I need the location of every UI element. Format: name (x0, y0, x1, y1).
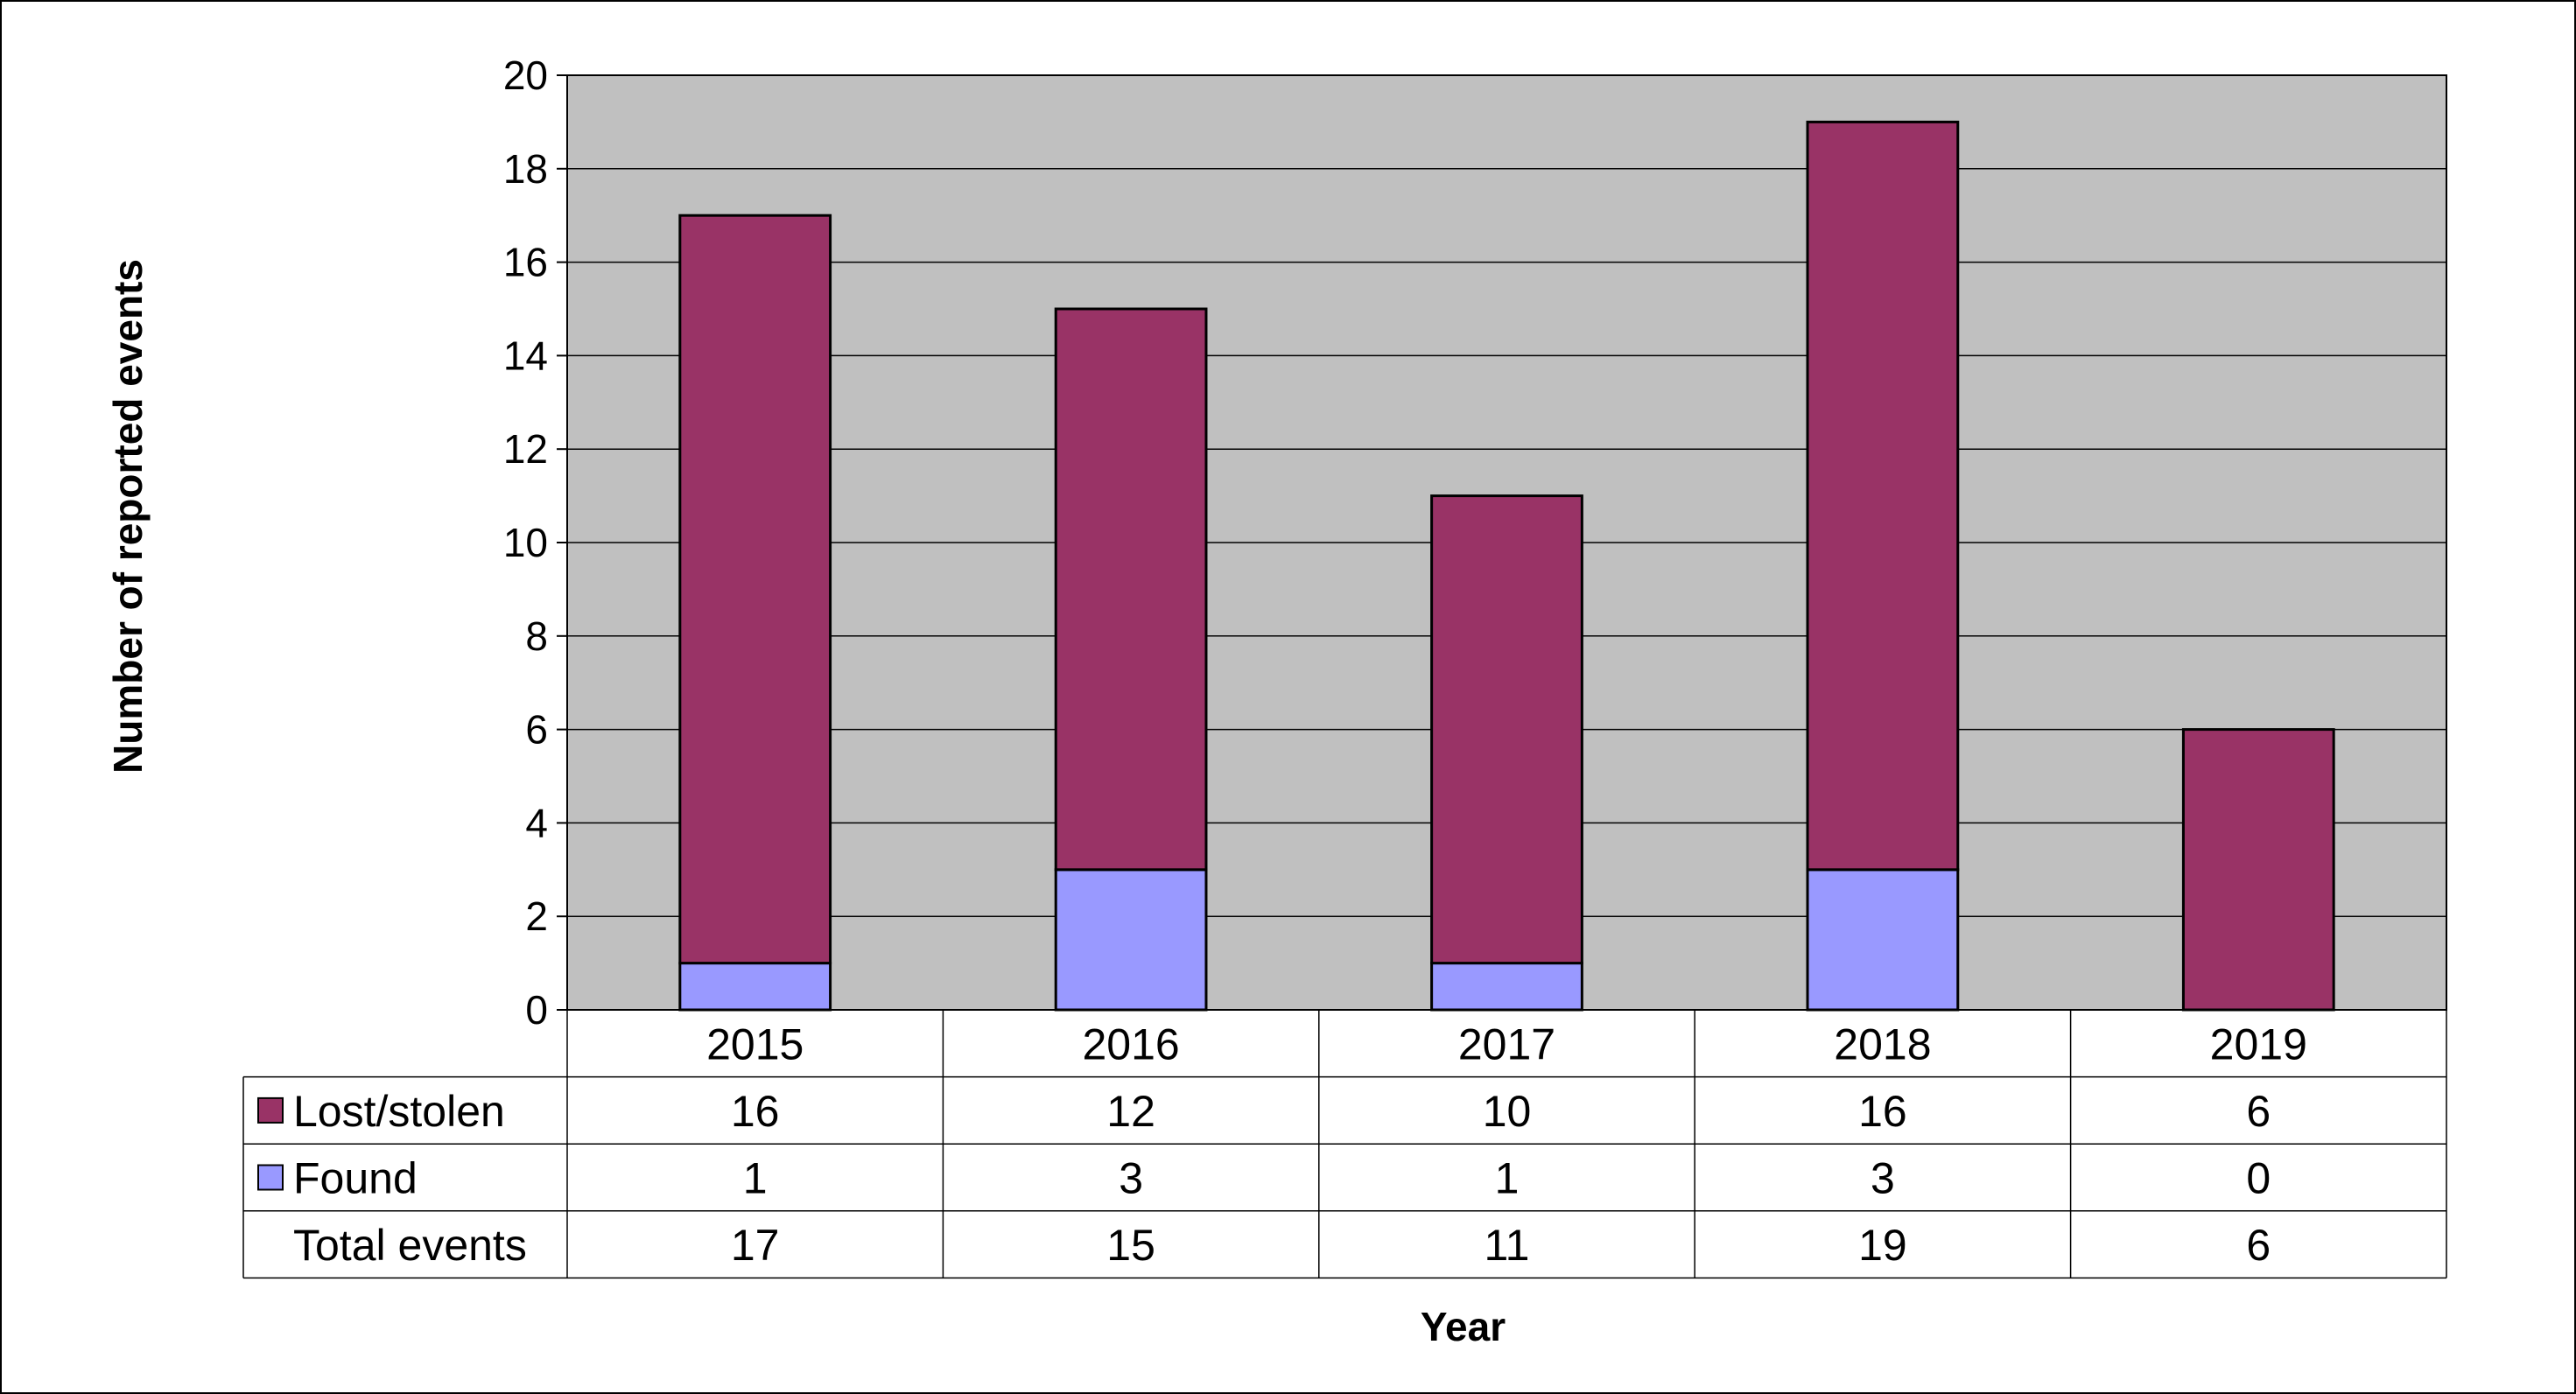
x-tick-label: 2019 (2210, 1019, 2307, 1068)
totals-row-label: Total events (293, 1221, 527, 1270)
y-tick-label: 20 (503, 53, 548, 98)
legend-label: Found (293, 1154, 418, 1203)
bar-found-2015 (678, 962, 832, 1012)
x-tick-label: 2017 (1458, 1019, 1555, 1068)
data-label: 1 (1495, 1154, 1520, 1203)
bar-found-2018 (1806, 868, 1960, 1012)
x-tick-label: 2015 (706, 1019, 804, 1068)
bar-lost-stolen-2017 (1430, 494, 1583, 965)
legend-key-found (257, 1164, 284, 1191)
x-axis-title: Year (1421, 1304, 1506, 1349)
data-label: 3 (1119, 1154, 1143, 1203)
bar-found-2016 (1054, 868, 1208, 1012)
data-label: 3 (1871, 1154, 1895, 1203)
total-label: 6 (2246, 1221, 2271, 1270)
total-label: 11 (1485, 1221, 1530, 1270)
total-label: 15 (1106, 1221, 1155, 1270)
bar-lost-stolen-2018 (1806, 120, 1960, 872)
y-axis-ticks: 0 2 4 6 8 10 12 14 16 18 20 (503, 53, 568, 1033)
y-tick-label: 14 (503, 333, 548, 378)
total-label: 19 (1858, 1221, 1907, 1270)
bar-lost-stolen-2015 (678, 214, 832, 965)
data-label: 16 (731, 1087, 780, 1136)
bars (678, 120, 2335, 1012)
y-tick-label: 18 (503, 146, 548, 192)
y-tick-label: 0 (525, 987, 548, 1033)
data-label: 1 (743, 1154, 768, 1203)
data-label: 10 (1483, 1087, 1532, 1136)
y-axis-title: Number of reported events (105, 259, 151, 774)
bar-lost-stolen-2016 (1054, 307, 1208, 872)
data-label: 6 (2246, 1087, 2271, 1136)
legend-key-lost-stolen (257, 1096, 284, 1124)
total-label: 17 (731, 1221, 780, 1270)
y-tick-label: 8 (525, 613, 548, 659)
y-tick-label: 16 (503, 240, 548, 285)
y-tick-label: 6 (525, 707, 548, 753)
data-label: 16 (1858, 1087, 1907, 1136)
legend-label: Lost/stolen (293, 1087, 505, 1136)
data-label: 12 (1106, 1087, 1155, 1136)
y-tick-label: 2 (525, 893, 548, 939)
data-label: 0 (2246, 1154, 2271, 1203)
y-tick-label: 4 (525, 800, 548, 845)
y-tick-label: 10 (503, 520, 548, 565)
bar-lost-stolen-2019 (2181, 728, 2335, 1012)
x-tick-label: 2016 (1082, 1019, 1179, 1068)
x-tick-label: 2018 (1834, 1019, 1931, 1068)
bar-found-2017 (1430, 962, 1583, 1012)
y-tick-label: 12 (503, 426, 548, 472)
